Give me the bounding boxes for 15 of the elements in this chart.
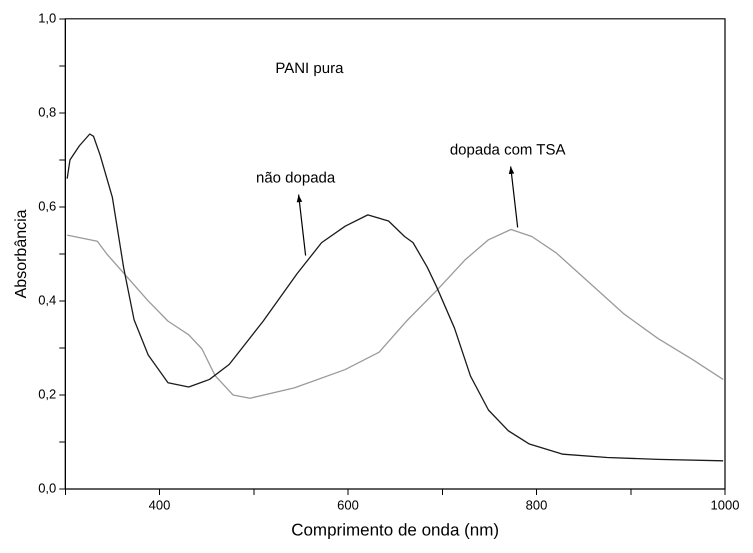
x-tick-label: 400 (148, 497, 170, 512)
y-axis-title: Absorbância (13, 209, 30, 298)
y-tick-label: 1,0 (38, 10, 56, 26)
y-tick-label: 0,2 (38, 386, 56, 402)
x-axis-title: Comprimento de onda (nm) (291, 520, 500, 540)
y-tick-label: 0,4 (38, 292, 56, 308)
x-tick-label: 1000 (710, 497, 740, 512)
annotation: não dopada (256, 170, 336, 187)
y-tick-label: 0,0 (38, 480, 56, 496)
annotation: PANI pura (275, 60, 344, 77)
x-tick-label: 600 (337, 497, 359, 512)
x-tick-label: 800 (526, 497, 548, 512)
y-tick-label: 0,8 (38, 104, 56, 120)
y-tick-label: 0,6 (38, 198, 56, 214)
annotation: dopada com TSA (450, 142, 566, 159)
